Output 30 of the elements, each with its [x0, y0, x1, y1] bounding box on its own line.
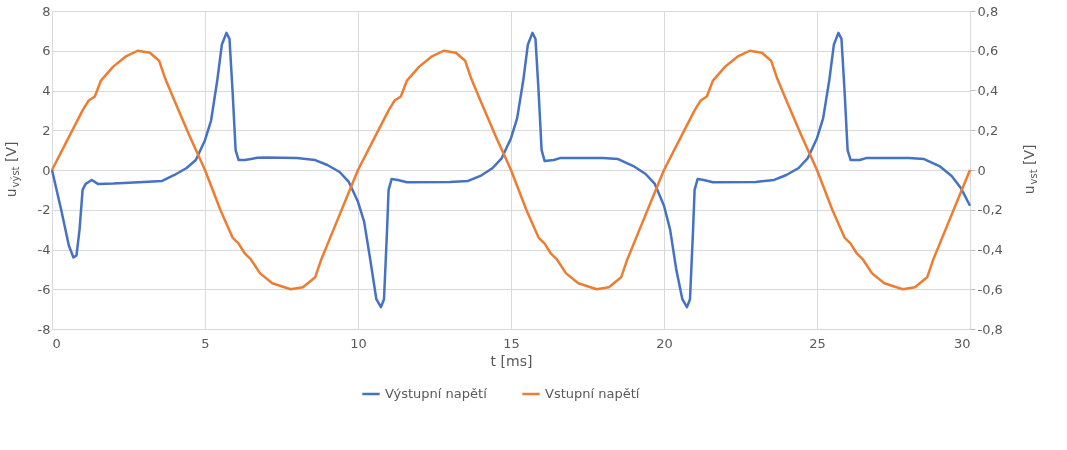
x-tick-label: 25: [809, 335, 826, 351]
x-tick-label: 0: [52, 335, 61, 351]
y-tick-label: 2: [42, 122, 51, 138]
y-tick-label: -2: [37, 202, 51, 218]
y2-tick-label: 0,6: [977, 43, 999, 59]
y2-axis-title: uvst [V]: [1021, 144, 1039, 195]
y2-tick-label: -0,6: [977, 281, 1003, 297]
y-tick-label: 4: [42, 83, 51, 98]
y2-tick-label: -0,4: [977, 242, 1003, 257]
y-tick-label: 0: [42, 162, 51, 178]
x-tick-label: 20: [656, 335, 673, 351]
legend-label: Vstupní napětí: [545, 386, 640, 401]
y2-tick-label: 0,8: [977, 3, 999, 19]
y2-tick-label: 0,2: [977, 122, 999, 138]
y2-tick-label: 0,4: [977, 83, 999, 98]
y-tick-label: 8: [42, 3, 51, 19]
y-tick-label: -4: [37, 242, 51, 257]
y2-tick-label: -0,8: [977, 321, 1003, 337]
y-axis-title: uvýst [V]: [3, 141, 21, 198]
x-axis-title: t [ms]: [490, 352, 533, 369]
x-tick-label: 10: [350, 335, 367, 351]
y-tick-label: -8: [37, 321, 51, 337]
y-tick-label: 6: [42, 43, 51, 59]
x-tick-label: 5: [201, 335, 210, 351]
y2-tick-label: -0,2: [977, 202, 1003, 218]
y-tick-label: -6: [37, 281, 51, 297]
x-tick-label: 30: [953, 335, 971, 351]
legend-label: Výstupní napětí: [385, 386, 488, 401]
y2-tick-label: 0: [977, 162, 986, 178]
x-tick-label: 15: [503, 335, 520, 351]
